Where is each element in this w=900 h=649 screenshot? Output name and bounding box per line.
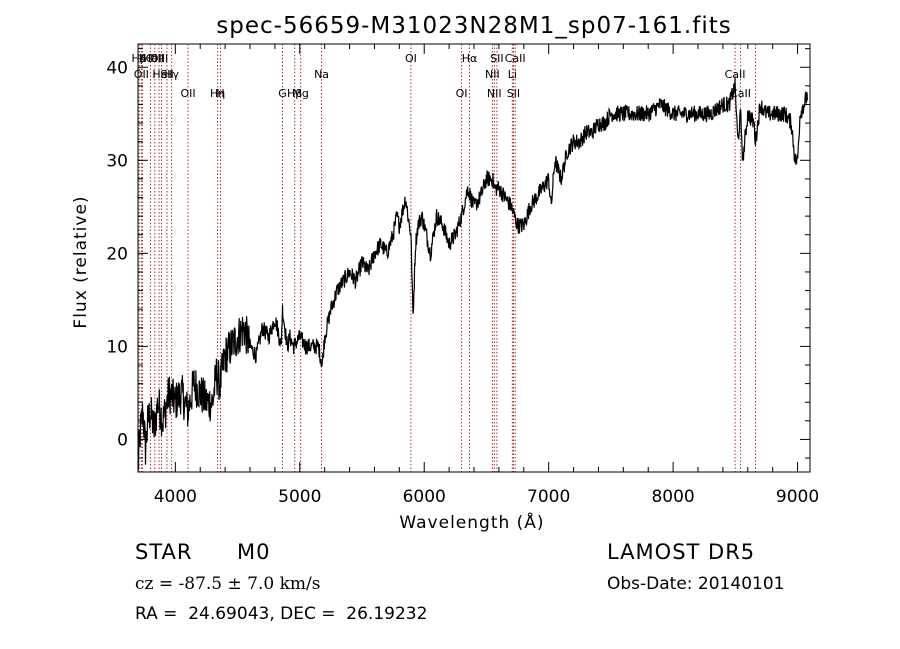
emission-line-label: Hβ (287, 87, 302, 100)
x-axis-label: Wavelength (Å) (399, 511, 544, 533)
emission-line-label: OI (405, 52, 417, 65)
x-tick-label: 4000 (154, 487, 197, 507)
chart-title: spec-56659-M31023N28M1_sp07-161.fits (216, 13, 731, 39)
emission-line-label: Hη (210, 87, 225, 100)
object-subclass: M0 (237, 540, 271, 564)
coordinates-readout: RA = 24.69043, DEC = 26.19232 (135, 604, 428, 624)
emission-line-label: Hγ (164, 68, 179, 81)
emission-line-label: CaII (725, 68, 746, 81)
object-class: STAR (135, 540, 193, 564)
x-tick-label: 7000 (527, 487, 570, 507)
observation-date: Obs-Date: 20140101 (607, 574, 785, 594)
spectrum-series-line (137, 77, 808, 470)
emission-line-label: Mg (292, 87, 308, 100)
emission-line-label: Hδ (143, 52, 158, 65)
emission-line-label: OIII (150, 52, 168, 65)
emission-line-markers (138, 44, 756, 472)
emission-line-label: OI (456, 87, 468, 100)
x-tick-label: 5000 (278, 487, 321, 507)
emission-line-label: SII (507, 87, 520, 100)
emission-line-label: OII (134, 68, 149, 81)
y-tick-label: 20 (106, 244, 128, 264)
emission-line-label: OIII (146, 52, 164, 65)
y-tick-label: 10 (106, 337, 128, 357)
plot-frame (137, 43, 811, 473)
axis-ticks: 4000 5000 6000 7000 8000 9000 0 10 20 30 40 (106, 44, 819, 507)
emission-line-label: Hβ (131, 52, 146, 65)
emission-line-label: G (278, 87, 287, 100)
x-tick-label: 9000 (776, 487, 819, 507)
emission-line-label: Hα (462, 52, 478, 65)
emission-line-label: K (139, 52, 147, 65)
emission-line-label: NII (485, 68, 500, 81)
y-tick-label: 40 (106, 58, 128, 78)
x-tick-label: 6000 (403, 487, 446, 507)
emission-line-label: OII (180, 87, 195, 100)
emission-line-label: HeI (152, 68, 170, 81)
emission-line-label: Na (314, 68, 329, 81)
emission-line-label: SII (490, 52, 503, 65)
emission-line-label: H (216, 87, 224, 100)
survey-name: LAMOST DR5 (607, 540, 756, 564)
y-tick-label: 30 (106, 151, 128, 171)
y-axis-label: Flux (relative) (71, 195, 91, 328)
emission-line-label: SII (160, 68, 173, 81)
y-tick-label: 0 (117, 430, 128, 450)
x-tick-label: 8000 (651, 487, 694, 507)
emission-line-label: CaII (505, 52, 526, 65)
emission-line-label: NII (487, 87, 502, 100)
redshift-readout: cz = -87.5 ± 7.0 km/s (135, 574, 321, 594)
emission-line-label: Li (508, 68, 517, 81)
